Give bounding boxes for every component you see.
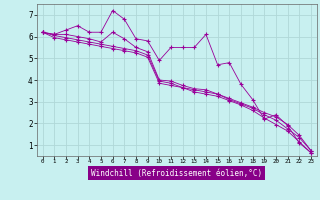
X-axis label: Windchill (Refroidissement éolien,°C): Windchill (Refroidissement éolien,°C) — [91, 169, 262, 178]
